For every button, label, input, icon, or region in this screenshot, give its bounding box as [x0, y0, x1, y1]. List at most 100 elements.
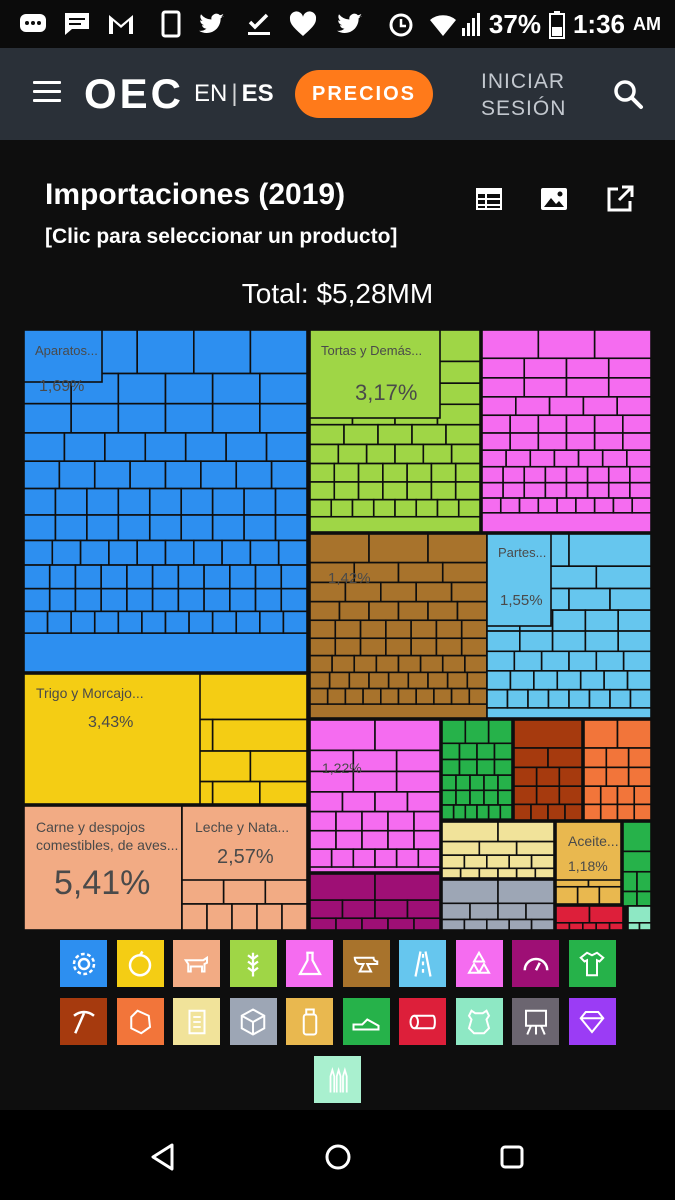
- treemap-cell[interactable]: [341, 791, 376, 813]
- treemap-cell[interactable]: [581, 921, 597, 930]
- treemap-cell[interactable]: [486, 650, 516, 672]
- treemap-cell[interactable]: [51, 539, 82, 566]
- treemap-cell[interactable]: [565, 357, 610, 379]
- treemap-cell[interactable]: [382, 462, 408, 483]
- treemap-cell[interactable]: [379, 581, 417, 603]
- treemap-cell[interactable]: [375, 654, 400, 674]
- treemap-cell[interactable]: [627, 921, 641, 930]
- treemap-cell[interactable]: [595, 650, 625, 672]
- treemap-cell[interactable]: [514, 396, 551, 417]
- treemap-cell[interactable]: [211, 402, 261, 434]
- treemap-cell[interactable]: [338, 600, 370, 622]
- treemap-cell[interactable]: [485, 854, 510, 870]
- treemap-cell[interactable]: [415, 581, 453, 603]
- treemap-cell[interactable]: [231, 903, 258, 930]
- treemap-cell[interactable]: [456, 600, 488, 622]
- treemap-cell[interactable]: [397, 687, 418, 705]
- treemap-cell[interactable]: [117, 610, 143, 634]
- legend-road[interactable]: [399, 940, 446, 987]
- treemap-cell[interactable]: [309, 600, 341, 622]
- treemap-cell[interactable]: [395, 749, 441, 773]
- treemap-cell[interactable]: [361, 917, 389, 930]
- treemap-cell[interactable]: [282, 610, 308, 634]
- treemap-cell[interactable]: [100, 587, 128, 613]
- treemap-cell[interactable]: [487, 719, 513, 745]
- treemap-cell[interactable]: [259, 610, 285, 634]
- treemap-tile[interactable]: [486, 533, 552, 627]
- treemap-cell[interactable]: [593, 330, 651, 360]
- treemap-cell[interactable]: [24, 587, 51, 613]
- treemap-cell[interactable]: [93, 460, 131, 490]
- treemap-cell[interactable]: [481, 449, 507, 468]
- treemap-cell[interactable]: [387, 917, 415, 930]
- treemap-cell[interactable]: [24, 610, 49, 634]
- treemap-cell[interactable]: [464, 719, 490, 745]
- treemap-cell[interactable]: [478, 867, 499, 879]
- treemap-cell[interactable]: [413, 917, 441, 930]
- treemap-cell[interactable]: [515, 840, 555, 856]
- treemap-cell[interactable]: [509, 432, 540, 451]
- treemap-cell[interactable]: [485, 918, 510, 931]
- treemap-cell[interactable]: [535, 766, 561, 787]
- treemap-cell[interactable]: [486, 630, 521, 653]
- treemap-cell[interactable]: [352, 848, 376, 868]
- treemap-cell[interactable]: [617, 630, 651, 653]
- treemap-cell[interactable]: [63, 432, 106, 463]
- treemap-cell[interactable]: [24, 539, 54, 566]
- treemap-cell[interactable]: [24, 402, 72, 434]
- treemap-cell[interactable]: [374, 719, 441, 752]
- treemap-cell[interactable]: [86, 487, 120, 516]
- treemap-cell[interactable]: [427, 671, 449, 690]
- treemap-cell[interactable]: [513, 766, 538, 787]
- treemap-cell[interactable]: [583, 766, 608, 787]
- treemap-cell[interactable]: [309, 829, 337, 851]
- treemap-cell[interactable]: [309, 810, 337, 832]
- treemap-cell[interactable]: [435, 619, 463, 640]
- treemap-cell[interactable]: [126, 564, 154, 590]
- treemap-cell[interactable]: [348, 671, 370, 690]
- treemap-cell[interactable]: [249, 330, 308, 375]
- treemap-cell[interactable]: [126, 587, 154, 613]
- treemap-cell[interactable]: [568, 650, 598, 672]
- treemap-cell[interactable]: [344, 687, 364, 705]
- treemap-cell[interactable]: [48, 564, 77, 590]
- treemap-cell[interactable]: [365, 443, 396, 465]
- treemap-cell[interactable]: [513, 785, 538, 806]
- treemap-cell[interactable]: [452, 804, 467, 820]
- treemap-cell[interactable]: [24, 514, 57, 542]
- treemap-cell[interactable]: [309, 917, 337, 930]
- legend-fruit[interactable]: [116, 940, 164, 987]
- treemap-cell[interactable]: [79, 539, 110, 566]
- treemap-cell[interactable]: [211, 514, 245, 542]
- treemap-cell[interactable]: [309, 654, 333, 674]
- treemap-cell[interactable]: [493, 758, 513, 776]
- treemap-cell[interactable]: [309, 637, 337, 657]
- treemap-cell[interactable]: [588, 905, 624, 924]
- treemap-cell[interactable]: [413, 810, 441, 832]
- treemap-cell[interactable]: [486, 670, 512, 691]
- treemap-cell[interactable]: [151, 587, 180, 613]
- legend-gear[interactable]: [60, 940, 107, 987]
- treemap-cell[interactable]: [523, 357, 568, 379]
- treemap-cell[interactable]: [497, 821, 555, 843]
- treemap-cell[interactable]: [129, 460, 167, 490]
- treemap-cell[interactable]: [206, 903, 233, 930]
- treemap-cell[interactable]: [497, 879, 555, 905]
- treemap-cell[interactable]: [211, 372, 261, 405]
- treemap-cell[interactable]: [177, 564, 205, 590]
- treemap-cell[interactable]: [353, 654, 378, 674]
- treemap-cell[interactable]: [433, 687, 453, 705]
- treemap-cell[interactable]: [476, 804, 490, 820]
- treemap-cell[interactable]: [368, 600, 400, 622]
- treemap-cell[interactable]: [427, 533, 488, 564]
- treemap-cell[interactable]: [70, 610, 96, 634]
- treemap-cell[interactable]: [481, 330, 540, 360]
- treemap-cell[interactable]: [436, 382, 481, 406]
- treemap-cell[interactable]: [487, 804, 502, 820]
- treemap-cell[interactable]: [481, 396, 517, 417]
- treemap-cell[interactable]: [441, 774, 457, 792]
- login-link[interactable]: INICIAR SESIÓN: [481, 68, 566, 122]
- treemap-cell[interactable]: [555, 921, 571, 930]
- treemap-cell[interactable]: [430, 481, 457, 501]
- treemap-cell[interactable]: [483, 774, 499, 792]
